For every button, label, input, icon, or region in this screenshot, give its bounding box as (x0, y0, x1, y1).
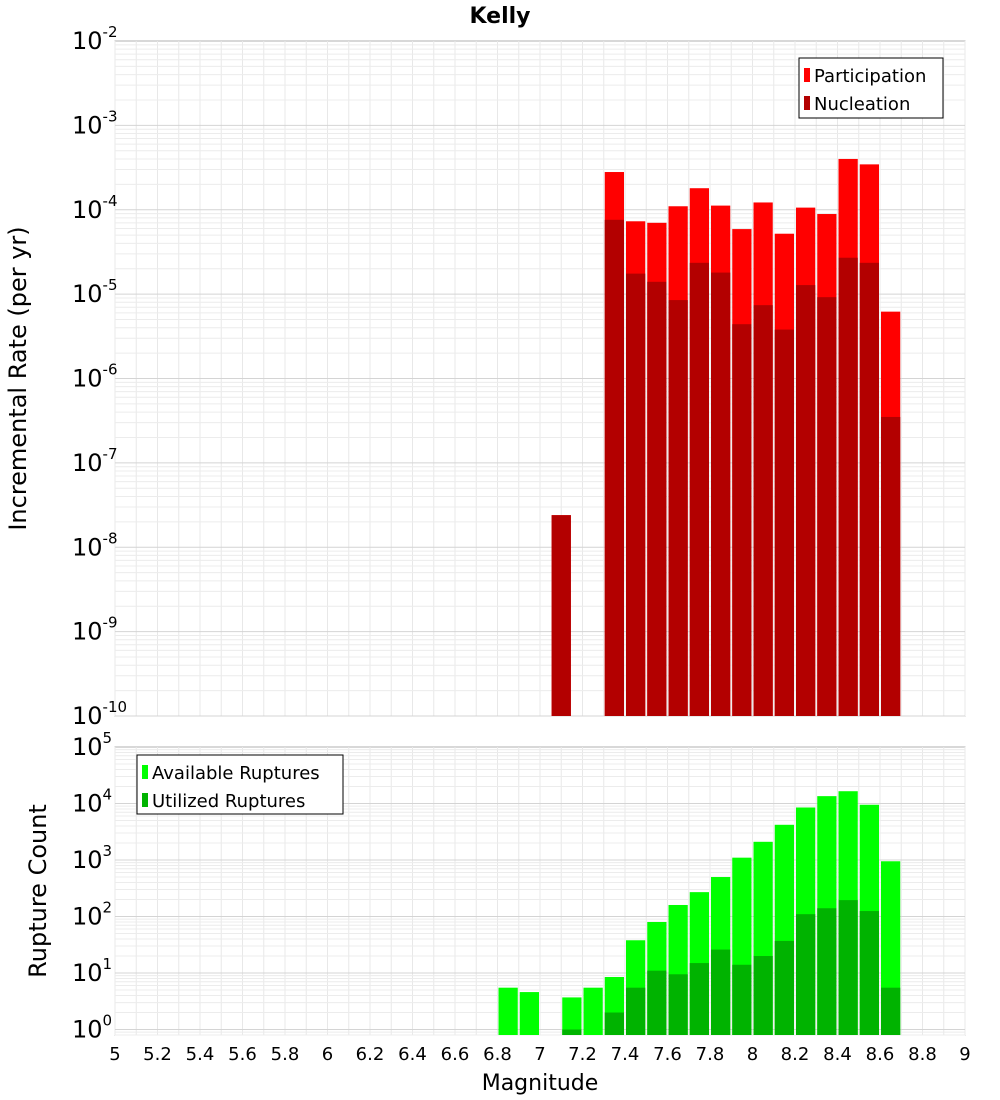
y-tick-label: 105 (72, 729, 112, 761)
x-tick-label: 5.4 (186, 1044, 215, 1065)
x-tick-label: 6.6 (441, 1044, 470, 1065)
x-tick-label: 6.4 (398, 1044, 427, 1065)
nucleation-bar (838, 257, 858, 716)
rupture-legend: Available Ruptures Utilized Ruptures (136, 754, 344, 815)
x-tick-label: 8 (747, 1044, 758, 1065)
x-tick-label: 5.6 (228, 1044, 257, 1065)
x-tick-label: 7.6 (653, 1044, 682, 1065)
y-tick-label: 10-8 (72, 529, 118, 561)
x-tick-label: 7 (534, 1044, 545, 1065)
x-tick-label: 7.8 (696, 1044, 725, 1065)
utilized-ruptures-bar (753, 956, 773, 1035)
legend-swatch (804, 68, 810, 82)
legend-label: Utilized Ruptures (152, 791, 305, 812)
rupture-y-ticks: 105 104 103 102 101 100 (72, 729, 112, 1044)
utilized-ruptures-bar (859, 911, 879, 1035)
nucleation-bar (604, 219, 624, 717)
utilized-ruptures-bar (562, 1029, 582, 1035)
utilized-ruptures-bar (626, 987, 646, 1035)
available-ruptures-bar (519, 992, 539, 1035)
utilized-ruptures-bar (604, 1012, 624, 1035)
x-tick-label: 6.2 (356, 1044, 385, 1065)
available-ruptures-bar (498, 987, 518, 1035)
legend-swatch (142, 793, 148, 807)
nucleation-bar (774, 329, 794, 716)
legend-box (136, 754, 344, 815)
nucleation-bar (881, 416, 901, 716)
magnitude-x-ticks: 5 5.2 5.4 5.6 5.8 6 6.2 6.4 6.6 6.8 7 7.2 7.4 7.6 7.8 8… (109, 1044, 970, 1065)
utilized-ruptures-bar (689, 963, 709, 1035)
y-tick-label: 102 (72, 899, 112, 931)
y-tick-label: 10-9 (72, 614, 118, 646)
nucleation-bar (668, 300, 688, 716)
x-tick-label: 5.8 (271, 1044, 300, 1065)
utilized-ruptures-bar (838, 900, 858, 1035)
y-tick-label: 10-3 (72, 107, 118, 139)
nucleation-bar (817, 297, 837, 716)
rupture-count-panel: 105 104 103 102 101 100 5 5.2 5.4 5.6 5.8 6 6.2 6.4 6… (24, 729, 971, 1096)
rate-panel: 10-2 10-3 10-4 10-5 10-6 10-7 10-8 10-9 10-10 In… (4, 23, 966, 730)
y-tick-label: 103 (72, 842, 112, 874)
nucleation-bar (732, 324, 752, 716)
x-tick-label: 9 (959, 1044, 970, 1065)
x-tick-label: 8.6 (866, 1044, 895, 1065)
rate-y-axis-label: Incremental Rate (per yr) (4, 226, 32, 530)
x-tick-label: 5.2 (143, 1044, 172, 1065)
utilized-ruptures-bar (732, 964, 752, 1035)
legend-label: Nucleation (814, 94, 910, 115)
legend-swatch (142, 765, 148, 779)
legend-label: Available Ruptures (152, 763, 320, 784)
y-tick-label: 10-2 (72, 23, 118, 55)
nucleation-bar (753, 305, 773, 716)
utilized-ruptures-bar (647, 970, 667, 1035)
utilized-ruptures-bar (711, 949, 731, 1035)
nucleation-bar (689, 262, 709, 716)
y-tick-label: 10-10 (72, 698, 127, 730)
y-tick-label: 10-7 (72, 445, 118, 477)
y-tick-label: 10-4 (72, 192, 118, 224)
utilized-ruptures-bar (817, 908, 837, 1035)
x-axis-label: Magnitude (482, 1071, 599, 1096)
x-tick-label: 7.4 (611, 1044, 640, 1065)
nucleation-bar (859, 262, 879, 716)
x-tick-label: 8.8 (908, 1044, 937, 1065)
y-tick-label: 100 (72, 1012, 112, 1044)
legend-box (798, 57, 944, 119)
x-tick-label: 6.8 (483, 1044, 512, 1065)
legend-label: Participation (814, 66, 926, 87)
available-ruptures-bar (562, 997, 582, 1035)
rate-bars (551, 158, 901, 717)
rupture-y-axis-label: Rupture Count (24, 804, 52, 978)
utilized-ruptures-bar (774, 940, 794, 1035)
x-tick-label: 7.2 (568, 1044, 597, 1065)
nucleation-bar (551, 515, 571, 716)
legend-swatch (804, 96, 810, 110)
utilized-ruptures-bar (668, 974, 688, 1035)
x-tick-label: 8.2 (781, 1044, 810, 1065)
rate-y-ticks: 10-2 10-3 10-4 10-5 10-6 10-7 10-8 10-9 10-10 (72, 23, 127, 730)
chart-title: Kelly (469, 4, 530, 29)
available-ruptures-bar (583, 987, 603, 1035)
utilized-ruptures-bar (796, 914, 816, 1035)
nucleation-bar (626, 273, 646, 716)
nucleation-bar (711, 272, 731, 716)
y-tick-label: 10-5 (72, 276, 118, 308)
x-tick-label: 6 (322, 1044, 333, 1065)
rate-gridlines (114, 41, 966, 717)
y-tick-label: 104 (72, 786, 112, 818)
utilized-ruptures-bar (881, 987, 901, 1035)
nucleation-bar (647, 281, 667, 716)
rate-legend: Participation Nucleation (798, 57, 944, 119)
x-tick-label: 5 (109, 1044, 120, 1065)
y-tick-label: 101 (72, 955, 112, 987)
nucleation-bar (796, 285, 816, 716)
x-tick-label: 8.4 (823, 1044, 852, 1065)
rupture-bars (498, 791, 901, 1035)
y-tick-label: 10-6 (72, 361, 118, 393)
